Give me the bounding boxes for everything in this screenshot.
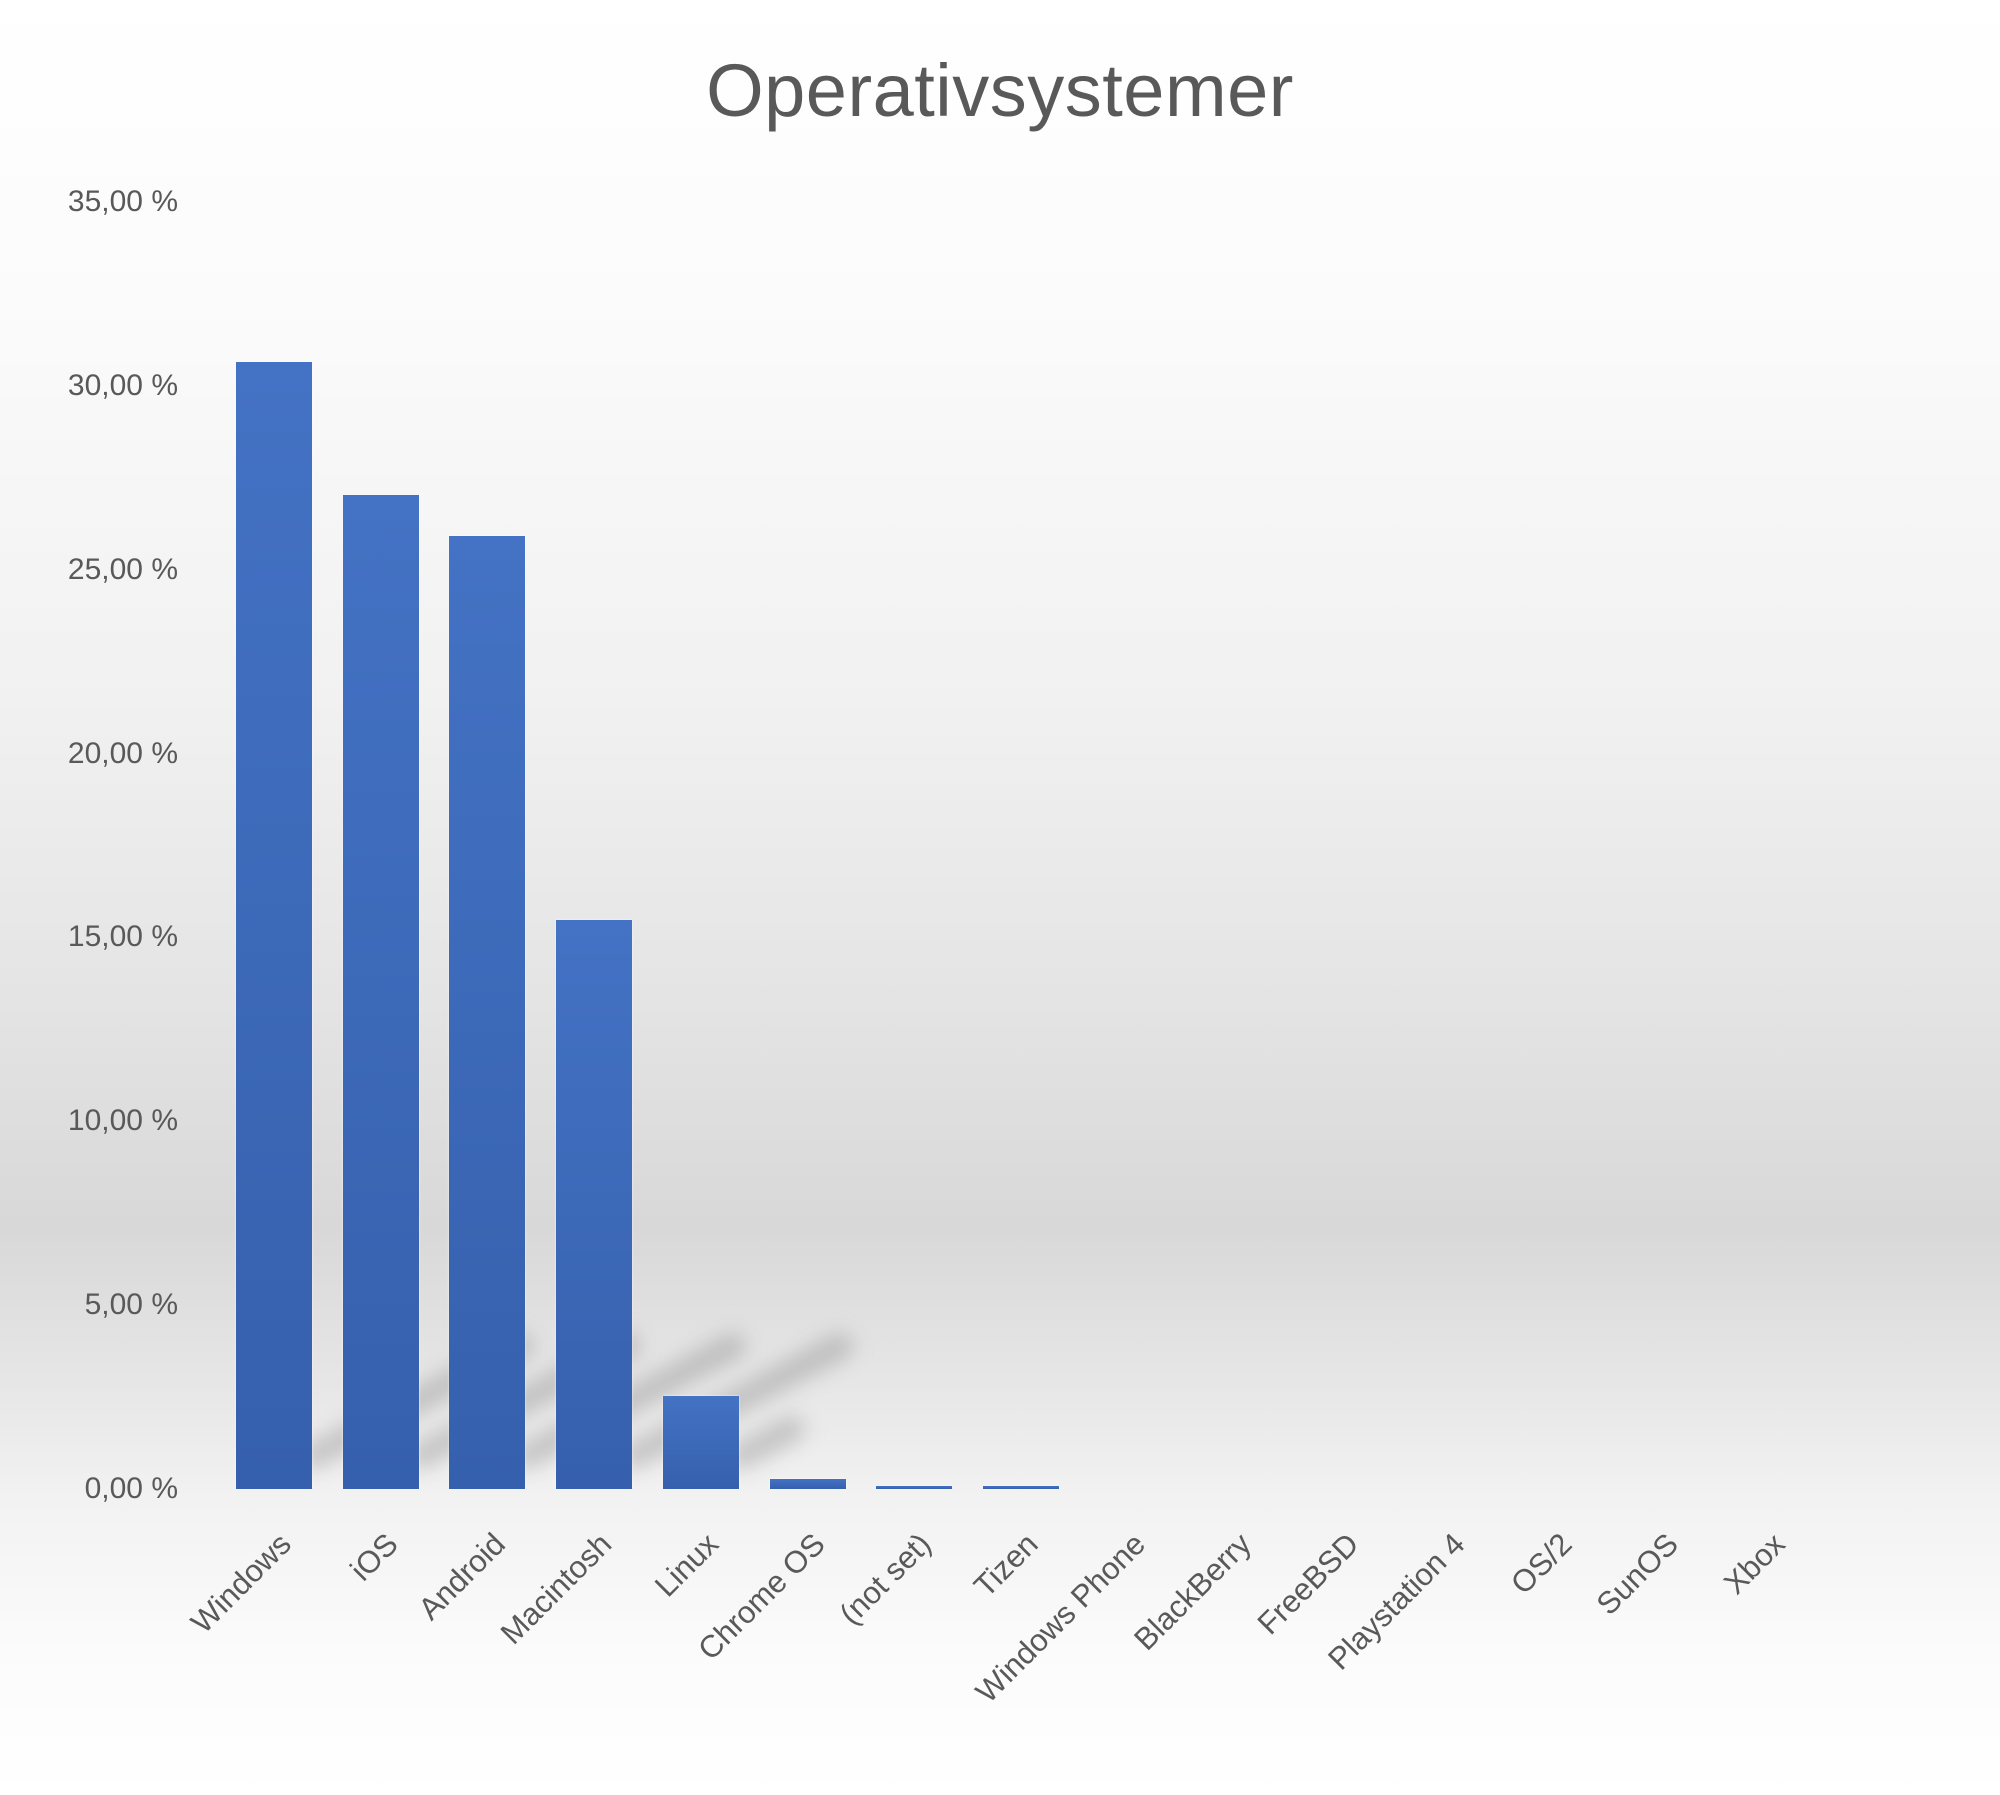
y-tick-label: 35,00 %: [67, 185, 178, 219]
x-tick-label: Linux: [647, 1526, 725, 1604]
x-tick-label: Xbox: [1717, 1526, 1792, 1601]
y-tick-label: 20,00 %: [67, 736, 178, 770]
chart-title: Operativsystemer: [706, 49, 1294, 132]
x-tick-label: Tizen: [967, 1526, 1045, 1604]
y-tick-label: 10,00 %: [67, 1104, 178, 1138]
y-tick-label: 25,00 %: [67, 552, 178, 586]
x-tick-label: (not set): [833, 1526, 939, 1632]
x-tick-label: iOS: [343, 1526, 405, 1588]
bar-not-set: [876, 1486, 953, 1489]
x-tick-label: Android: [411, 1526, 512, 1627]
bar-chrome-os: [769, 1479, 846, 1489]
y-tick-label: 30,00 %: [67, 368, 178, 402]
bar-ios: [342, 495, 419, 1489]
x-tick-label: OS/2: [1503, 1526, 1579, 1601]
bar-linux: [662, 1395, 739, 1489]
y-tick-label: 15,00 %: [67, 920, 178, 954]
bar-tizen: [982, 1486, 1059, 1489]
bar-android: [449, 535, 526, 1489]
bar-macintosh: [556, 920, 633, 1489]
bar-windows: [236, 361, 312, 1489]
x-tick-label: Macintosh: [493, 1526, 619, 1651]
y-tick-label: 5,00 %: [84, 1288, 178, 1322]
x-tick-label: Windows: [184, 1526, 299, 1640]
x-tick-label: SunOS: [1589, 1526, 1686, 1622]
y-tick-label: 0,00 %: [84, 1472, 178, 1505]
